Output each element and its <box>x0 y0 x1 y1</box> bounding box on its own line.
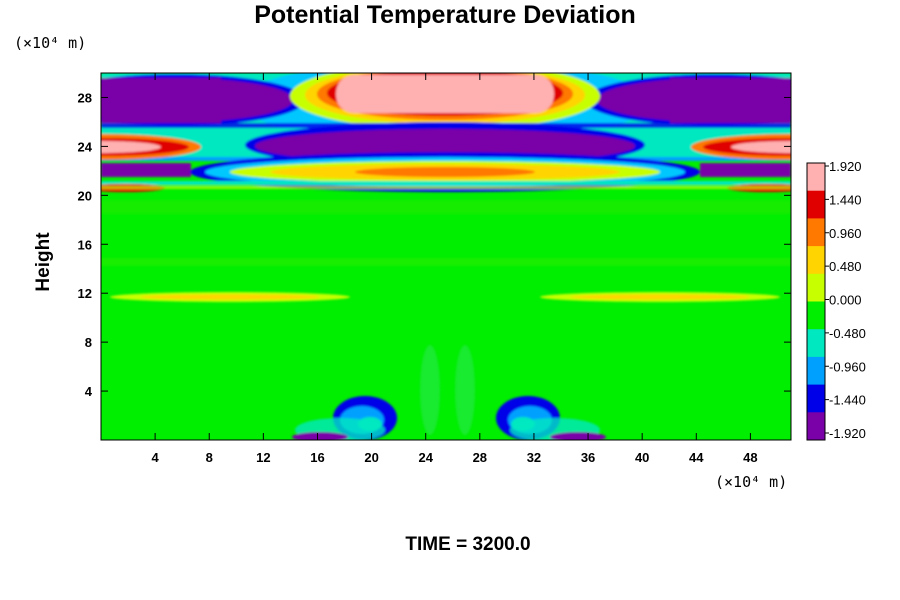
colorbar-swatch <box>807 412 825 441</box>
colorbar-label: -0.480 <box>829 326 866 341</box>
time-label: TIME = 3200.0 <box>405 534 530 555</box>
x-tick-label: 16 <box>310 450 324 465</box>
colorbar-swatch <box>807 218 825 247</box>
field-heatmap <box>101 73 791 440</box>
colorbar: 1.920 1.440 0.960 0.480 0.000 -0.480 -0.960 -1.… <box>806 159 866 441</box>
colorbar-label: 1.440 <box>829 192 862 207</box>
x-tick-label: 12 <box>256 450 270 465</box>
colorbar-label: 1.920 <box>829 159 862 174</box>
colorbar-label: 0.000 <box>829 293 862 308</box>
x-tick-label: 44 <box>689 450 704 465</box>
colorbar-swatch <box>807 384 825 413</box>
x-tick-label: 8 <box>206 450 213 465</box>
x-axis-unit: (×10⁴ m) <box>715 473 787 491</box>
y-tick-label: 16 <box>78 237 92 252</box>
colorbar-label: -1.920 <box>829 426 866 441</box>
colorbar-swatch <box>807 190 825 219</box>
y-tick-label: 4 <box>85 384 93 399</box>
y-tick-label: 28 <box>78 90 92 105</box>
colorbar-swatch <box>807 356 825 386</box>
x-tick-label: 24 <box>418 450 433 465</box>
y-axis-unit: (×10⁴ m) <box>14 34 86 52</box>
colorbar-label: -1.440 <box>829 393 866 408</box>
x-tick-label: 28 <box>473 450 487 465</box>
x-tick-label: 20 <box>364 450 378 465</box>
y-tick-label: 20 <box>78 188 92 203</box>
colorbar-swatch <box>807 246 825 275</box>
colorbar-swatch <box>807 273 825 302</box>
colorbar-swatch <box>807 301 825 330</box>
colorbar-label: 0.480 <box>829 259 862 274</box>
plot-frame <box>100 72 792 441</box>
y-axis-ticks: 4 8 12 16 20 24 28 <box>78 90 791 399</box>
colorbar-label: -0.960 <box>829 359 866 374</box>
y-axis-label: Height <box>33 232 54 292</box>
x-tick-label: 4 <box>152 450 160 465</box>
x-tick-label: 32 <box>527 450 541 465</box>
x-axis-ticks: 4 8 12 16 20 24 28 32 36 40 44 48 <box>152 73 758 465</box>
colorbar-swatch <box>807 163 825 192</box>
y-tick-label: 8 <box>85 335 92 350</box>
colorbar-swatch <box>807 329 825 358</box>
y-tick-label: 12 <box>78 286 92 301</box>
x-tick-label: 40 <box>635 450 649 465</box>
y-tick-label: 24 <box>78 139 93 154</box>
chart-title: Potential Temperature Deviation <box>254 1 636 29</box>
colorbar-frame <box>806 162 826 441</box>
x-tick-label: 48 <box>743 450 757 465</box>
colorbar-label: 0.960 <box>829 226 862 241</box>
x-tick-label: 36 <box>581 450 595 465</box>
